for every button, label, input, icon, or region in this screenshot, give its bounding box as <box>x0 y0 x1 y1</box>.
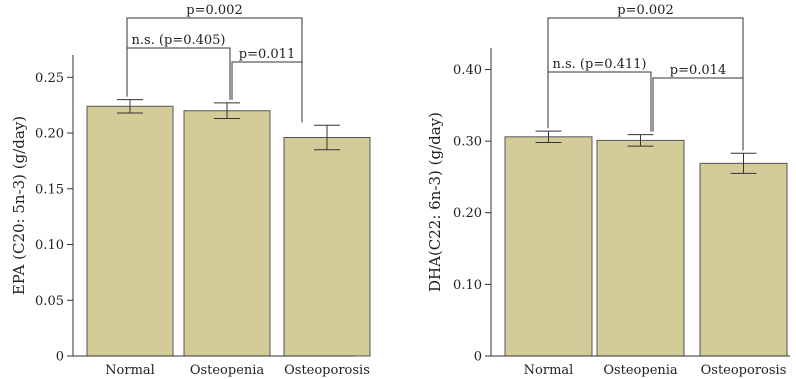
chart-1-y-tick-label: 0.15 <box>35 182 64 197</box>
chart-2-bar-normal <box>504 136 593 357</box>
chart-1-y-tick-label: 0.20 <box>35 127 64 142</box>
chart-2-y-tick-label: 0.30 <box>453 135 482 150</box>
chart-2-category-label: Osteoporosis <box>701 363 787 378</box>
chart-2-y-tick-label: 0 <box>474 350 482 365</box>
chart-2-significance-label-3: p=0.014 <box>670 63 726 78</box>
chart-2-significance-bracket-1 <box>547 17 744 151</box>
chart-2-category-label: Osteopenia <box>603 363 678 378</box>
chart-2-significance-label-2: n.s. (p=0.411) <box>552 57 646 72</box>
chart-1-significance-bracket-3 <box>231 61 303 123</box>
chart-1-y-axis-label: EPA (C20: 5n-3) (g/day) <box>10 116 28 295</box>
chart-1-significance-label-2: n.s. (p=0.405) <box>131 33 225 48</box>
chart-2-category-label: Normal <box>524 363 574 378</box>
chart-2-significance-label-1: p=0.002 <box>617 3 673 18</box>
chart-1-bar-osteoporosis <box>283 136 371 357</box>
chart-1-y-tick-label: 0.10 <box>35 238 64 253</box>
chart-2-bar-osteoporosis <box>699 162 788 357</box>
chart-1-category-label: Normal <box>105 363 155 378</box>
chart-1-category-label: Osteopenia <box>190 363 265 378</box>
chart-1-significance-label-1: p=0.002 <box>186 3 242 18</box>
chart-1-y-tick-label: 0.25 <box>35 71 64 86</box>
chart-1-bar-normal <box>86 105 174 357</box>
chart-1-category-label: Osteoporosis <box>284 363 370 378</box>
chart-2-y-tick-label: 0.20 <box>453 206 482 221</box>
chart-1-significance-bracket-2 <box>126 47 231 100</box>
chart-2-significance-bracket-3 <box>652 77 744 151</box>
chart-1-y-tick-label: 0 <box>56 350 64 365</box>
chart-1-significance-label-3: p=0.011 <box>239 47 295 62</box>
chart-1-bar-osteopenia <box>183 110 271 357</box>
chart-1-y-tick-label: 0.05 <box>35 294 64 309</box>
chart-2-y-tick-label: 0.40 <box>453 63 482 78</box>
chart-2-y-tick-label: 0.10 <box>453 278 482 293</box>
chart-2-bar-osteopenia <box>596 139 685 357</box>
chart-2-y-axis-label: DHA(C22: 6n-3) (g/day) <box>426 112 444 292</box>
chart-2-significance-bracket-2 <box>547 71 652 132</box>
